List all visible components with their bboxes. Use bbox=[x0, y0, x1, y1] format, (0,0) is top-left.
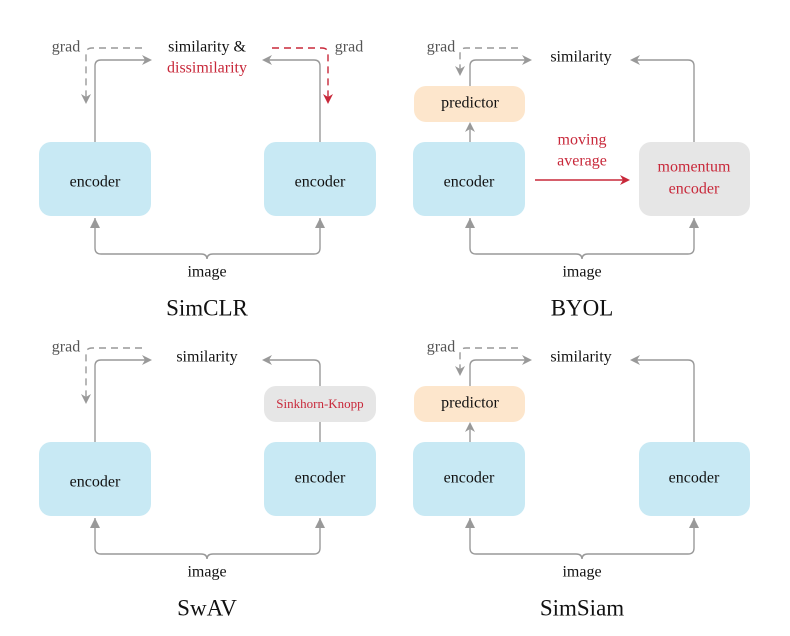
simsiam-similarity-label: similarity bbox=[550, 349, 611, 366]
swav-title: SwAV bbox=[177, 595, 237, 620]
swav-similarity-label: similarity bbox=[176, 349, 237, 366]
simsiam-encoder-left-label: encoder bbox=[444, 470, 495, 487]
simclr-grad-left-label: grad bbox=[52, 39, 80, 56]
simsiam-encoder-left bbox=[413, 442, 525, 516]
byol-momentum-label-1: momentum bbox=[658, 159, 731, 176]
byol-encoder bbox=[413, 142, 525, 216]
swav-right-arrow bbox=[262, 355, 321, 386]
swav-grad-label: grad bbox=[52, 339, 80, 356]
byol-grad-label: grad bbox=[427, 39, 455, 56]
byol-title: BYOL bbox=[551, 295, 614, 320]
byol-image-brace bbox=[469, 218, 695, 260]
simsiam-encoder-right bbox=[639, 442, 750, 516]
simclr-similarity-label: similarity & bbox=[168, 39, 246, 56]
byol-momentum-encoder bbox=[639, 142, 750, 216]
byol-moving-label-1: moving bbox=[558, 132, 607, 149]
simsiam-right-arrow bbox=[630, 355, 695, 442]
swav-encoder-left-label: encoder bbox=[70, 474, 121, 491]
byol-momentum-label-2: encoder bbox=[669, 181, 720, 198]
simclr-encoder-left-label: encoder bbox=[70, 174, 121, 191]
simsiam-grad-arrow bbox=[455, 347, 518, 376]
swav-panel: encoder encoder Sinkhorn-Knopp similarit… bbox=[39, 339, 376, 620]
byol-image-label: image bbox=[562, 264, 601, 281]
byol-predictor-label: predictor bbox=[441, 95, 499, 112]
swav-sinkhorn-label: Sinkhorn-Knopp bbox=[276, 396, 363, 411]
simclr-grad-right-arrow bbox=[272, 47, 333, 104]
simclr-encoder-right-label: encoder bbox=[295, 174, 346, 191]
simclr-image-brace bbox=[94, 218, 321, 260]
byol-moving-label-2: average bbox=[557, 153, 607, 170]
swav-encoder-left bbox=[39, 442, 151, 516]
swav-encoder-right-label: encoder bbox=[295, 470, 346, 487]
simclr-grad-left-arrow bbox=[81, 47, 142, 104]
simclr-title: SimCLR bbox=[166, 295, 248, 320]
swav-sinkhorn-box bbox=[264, 386, 376, 422]
byol-predictor bbox=[414, 86, 525, 122]
byol-similarity-label: similarity bbox=[550, 49, 611, 66]
swav-left-arrow bbox=[94, 355, 152, 442]
simsiam-panel: predictor encoder encoder similarity gra… bbox=[413, 339, 750, 620]
swav-image-brace bbox=[94, 518, 321, 560]
simclr-left-arrow bbox=[94, 55, 152, 142]
byol-panel: predictor encoder momentum encoder simil… bbox=[413, 39, 750, 320]
simclr-panel: encoder encoder similarity & dissimilari… bbox=[39, 39, 376, 320]
simsiam-image-label: image bbox=[562, 564, 601, 581]
simclr-right-arrow bbox=[262, 55, 321, 142]
byol-right-arrow bbox=[630, 55, 695, 142]
simsiam-encoder-right-label: encoder bbox=[669, 470, 720, 487]
simsiam-grad-label: grad bbox=[427, 339, 455, 356]
swav-encoder-right bbox=[264, 442, 376, 516]
simclr-grad-right-label: grad bbox=[335, 39, 363, 56]
simsiam-title: SimSiam bbox=[540, 595, 624, 620]
simclr-image-label: image bbox=[187, 264, 226, 281]
byol-left-arrow bbox=[469, 55, 532, 86]
swav-grad-arrow bbox=[81, 347, 142, 404]
simsiam-predictor bbox=[414, 386, 525, 422]
byol-grad-arrow bbox=[455, 47, 518, 76]
simsiam-image-brace bbox=[469, 518, 695, 560]
simsiam-left-arrow bbox=[469, 355, 532, 386]
simclr-encoder-right bbox=[264, 142, 376, 216]
simsiam-predictor-label: predictor bbox=[441, 395, 499, 412]
simclr-encoder-left bbox=[39, 142, 151, 216]
simclr-dissimilarity-label: dissimilarity bbox=[167, 60, 247, 77]
swav-image-label: image bbox=[187, 564, 226, 581]
byol-encoder-label: encoder bbox=[444, 174, 495, 191]
